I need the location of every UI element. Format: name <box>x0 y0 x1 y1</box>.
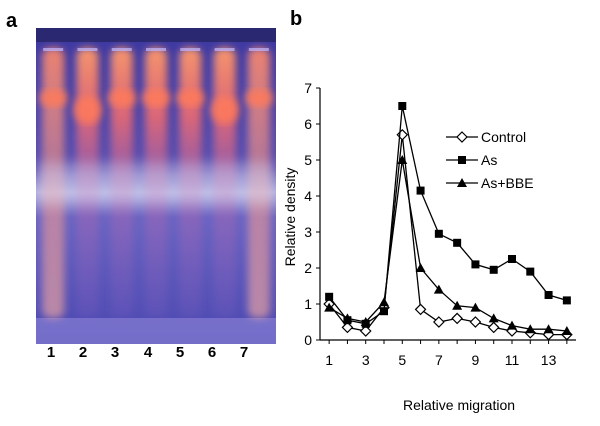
data-point <box>434 229 443 238</box>
gel-well-1 <box>43 48 64 51</box>
gel-well-7 <box>248 48 269 51</box>
x-tick-label: 7 <box>435 352 443 368</box>
y-tick-label: 6 <box>304 116 312 132</box>
y-tick-label: 3 <box>304 224 312 240</box>
data-point <box>543 324 554 334</box>
gel-band-1 <box>39 89 68 107</box>
data-point <box>544 291 553 299</box>
lane-label-2: 2 <box>78 344 88 361</box>
series-line <box>328 105 568 325</box>
data-point <box>415 263 426 272</box>
x-tick-label: 11 <box>505 352 520 368</box>
gel-well-5 <box>180 48 201 51</box>
series-line <box>328 159 567 332</box>
data-point <box>397 155 408 164</box>
series-control <box>323 128 573 341</box>
legend-item: As <box>446 152 497 168</box>
gel-band-2 <box>73 96 102 124</box>
gel-well-3 <box>111 48 132 51</box>
series-as-bbe <box>324 155 572 335</box>
data-point <box>562 296 571 305</box>
gel-band-7 <box>244 89 273 107</box>
data-point <box>471 260 480 269</box>
y-tick-label: 1 <box>304 296 312 312</box>
data-point <box>414 303 427 316</box>
x-tick-label: 3 <box>362 352 370 368</box>
y-tick-label: 7 <box>304 80 312 96</box>
chart-series <box>323 102 573 341</box>
data-point <box>398 102 407 110</box>
series-as <box>325 102 571 328</box>
data-point <box>360 317 371 326</box>
data-point <box>359 325 372 337</box>
gel-photo <box>36 28 276 344</box>
data-point <box>507 320 517 330</box>
legend-item: As+BBE <box>446 175 534 191</box>
x-tick-label: 13 <box>541 352 557 368</box>
data-point <box>325 292 334 301</box>
legend-label: As <box>481 152 497 168</box>
gel-band-6 <box>210 96 239 124</box>
data-point <box>433 316 445 328</box>
gel-well-2 <box>77 48 98 51</box>
gel-band-3 <box>107 89 136 107</box>
gel-image <box>36 28 276 344</box>
chart-panel: 0 1 2 3 4 5 6 7 1 3 5 7 9 11 13 Control As As+BBE Relati… <box>278 76 600 421</box>
y-tick-label: 0 <box>304 332 312 348</box>
y-axis-label: Relative density <box>282 168 298 267</box>
data-point <box>379 297 389 307</box>
data-point <box>324 302 335 312</box>
data-point <box>453 238 462 247</box>
data-point <box>561 326 572 335</box>
data-point <box>451 312 463 325</box>
gel-well-4 <box>146 48 166 51</box>
data-point <box>470 302 481 312</box>
data-point <box>341 321 354 334</box>
lane-label-5: 5 <box>175 344 185 361</box>
data-point <box>489 265 498 274</box>
lane-label-6: 6 <box>207 344 217 361</box>
data-point <box>416 186 425 195</box>
gel-band-5 <box>176 89 205 107</box>
data-point <box>458 156 466 164</box>
lane-label-3: 3 <box>110 344 120 361</box>
x-tick-label: 5 <box>398 352 406 368</box>
chart-legend: Control As As+BBE <box>446 129 534 191</box>
lane-label-4: 4 <box>143 344 153 361</box>
panel-b-label: b <box>290 8 303 30</box>
data-point <box>380 307 388 316</box>
data-point <box>457 178 467 187</box>
data-point <box>456 131 468 143</box>
gel-well-6 <box>214 48 235 51</box>
legend-label: As+BBE <box>481 175 534 191</box>
data-point <box>488 313 499 323</box>
series-line <box>328 134 567 336</box>
y-tick-label: 2 <box>304 260 312 276</box>
data-point <box>433 284 444 294</box>
legend-item: Control <box>446 129 526 145</box>
x-axis-label: Relative migration <box>403 397 515 413</box>
panel-a-label: a <box>6 10 18 32</box>
data-point <box>526 267 535 276</box>
data-point <box>508 255 516 263</box>
data-point <box>469 316 482 328</box>
data-point <box>452 300 463 310</box>
y-tick-label: 5 <box>304 152 312 168</box>
data-point <box>342 313 353 323</box>
lane-label-1: 1 <box>46 344 56 361</box>
lane-label-7: 7 <box>239 344 249 361</box>
x-tick-label: 1 <box>325 352 333 368</box>
y-tick-label: 4 <box>304 188 312 204</box>
gel-band-4 <box>142 89 170 107</box>
data-point <box>487 321 500 334</box>
legend-label: Control <box>481 129 526 145</box>
x-tick-label: 9 <box>472 352 480 368</box>
data-point <box>525 324 536 334</box>
